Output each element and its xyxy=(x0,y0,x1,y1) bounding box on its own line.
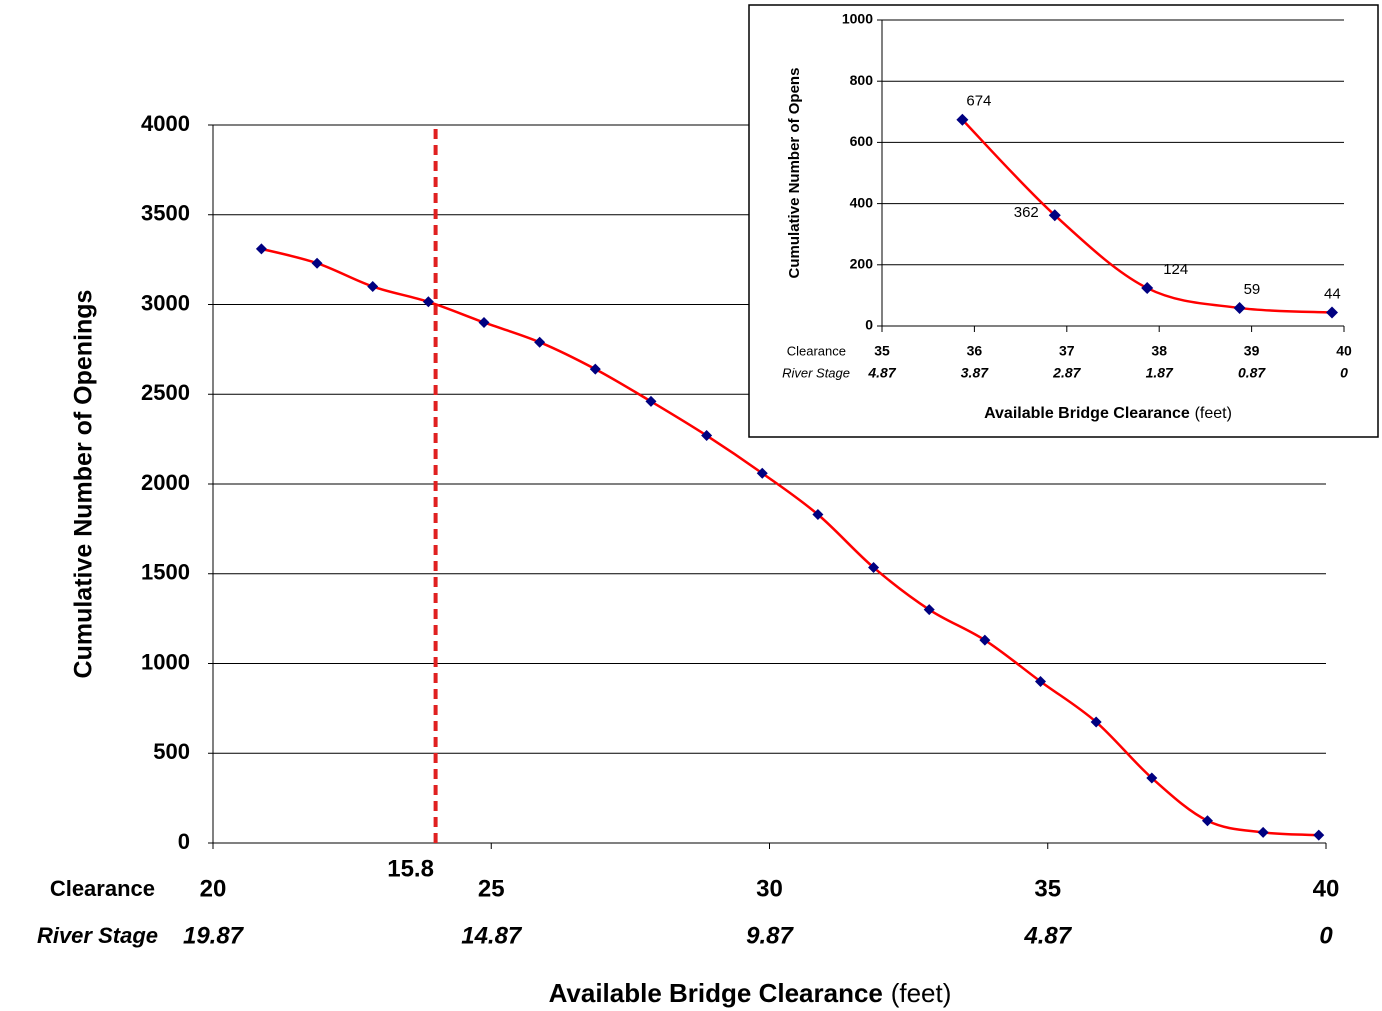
x-tick-label: 38 xyxy=(1151,343,1167,359)
marker xyxy=(1035,675,1047,687)
river-stage-label: 1.87 xyxy=(1146,365,1174,381)
y-tick-label: 500 xyxy=(153,739,190,764)
marker xyxy=(478,316,490,328)
x-tick-label: 35 xyxy=(874,343,890,359)
x-axis-title-main: Available Bridge Clearance xyxy=(984,405,1190,422)
marker xyxy=(1090,716,1102,728)
marker xyxy=(1257,826,1269,838)
y-tick-label: 1500 xyxy=(141,560,190,585)
marker xyxy=(1141,282,1154,295)
river-stage-label: 19.87 xyxy=(183,922,245,949)
marker xyxy=(534,336,546,348)
x-tick-label: 30 xyxy=(756,875,783,902)
reference-label: 15.8 xyxy=(387,855,434,882)
x-tick-label: 40 xyxy=(1336,343,1352,359)
marker xyxy=(311,257,323,269)
marker xyxy=(1313,829,1325,841)
y-tick-label: 1000 xyxy=(141,649,190,674)
y-axis-title: Cumulative Number of Opens xyxy=(786,68,803,279)
river-stage-label: 14.87 xyxy=(461,922,523,949)
x-tick-label: 25 xyxy=(478,875,505,902)
river-stage-label: 4.87 xyxy=(867,365,896,381)
x-tick-label: 39 xyxy=(1244,343,1260,359)
y-tick-label: 0 xyxy=(178,829,190,854)
inset-frame xyxy=(748,4,1379,438)
marker xyxy=(1048,209,1061,222)
y-tick-label: 3000 xyxy=(141,290,190,315)
marker xyxy=(868,561,880,573)
marker xyxy=(645,395,657,407)
data-label: 44 xyxy=(1324,286,1341,303)
x-axis-title-main: Available Bridge Clearance xyxy=(549,978,883,1008)
marker xyxy=(1325,306,1338,319)
marker xyxy=(956,113,969,126)
series-line xyxy=(261,247,1319,837)
marker xyxy=(1233,301,1246,314)
river-stage-label: 0.87 xyxy=(1238,365,1266,381)
y-tick-label: 600 xyxy=(850,133,874,149)
row-label: River Stage xyxy=(37,923,158,948)
x-axis-title: Available Bridge Clearance (feet) xyxy=(984,405,1232,422)
y-tick-label: 400 xyxy=(850,194,874,210)
y-axis-title: Cumulative Number of Openings xyxy=(70,290,98,679)
y-tick-label: 0 xyxy=(865,317,873,333)
marker xyxy=(367,281,379,293)
data-label: 124 xyxy=(1163,261,1188,278)
river-stage-label: 4.87 xyxy=(1023,922,1072,949)
x-tick-label: 35 xyxy=(1034,875,1061,902)
y-tick-label: 2500 xyxy=(141,380,190,405)
marker xyxy=(1146,772,1158,784)
marker xyxy=(255,243,267,255)
data-label: 362 xyxy=(1014,204,1039,221)
marker xyxy=(979,634,991,646)
river-stage-label: 3.87 xyxy=(961,365,989,381)
river-stage-label: 9.87 xyxy=(746,922,794,949)
river-stage-label: 0 xyxy=(1340,365,1348,381)
marker xyxy=(923,604,935,616)
river-stage-label: 2.87 xyxy=(1052,365,1081,381)
data-label: 59 xyxy=(1244,281,1261,298)
river-stage-label: 0 xyxy=(1319,922,1333,949)
y-tick-label: 3500 xyxy=(141,201,190,226)
y-tick-label: 200 xyxy=(850,256,874,272)
row-label: Clearance xyxy=(787,343,846,358)
x-tick-label: 36 xyxy=(967,343,983,359)
x-axis-title: Available Bridge Clearance (feet) xyxy=(549,978,952,1008)
x-axis-title-unit: (feet) xyxy=(1195,405,1232,422)
row-label: River Stage xyxy=(782,365,850,380)
chart-1: 02004006008001000354.87363.87372.87381.8… xyxy=(748,4,1379,438)
marker xyxy=(589,363,601,375)
marker xyxy=(756,467,768,479)
marker xyxy=(812,509,824,521)
y-tick-label: 1000 xyxy=(842,11,873,27)
y-tick-label: 4000 xyxy=(141,111,190,136)
data-label: 674 xyxy=(966,93,991,110)
x-tick-label: 37 xyxy=(1059,343,1075,359)
marker xyxy=(422,296,434,308)
row-label: Clearance xyxy=(50,876,155,901)
marker xyxy=(1201,815,1213,827)
x-tick-label: 40 xyxy=(1313,875,1340,902)
x-tick-label: 20 xyxy=(200,875,227,902)
marker xyxy=(701,430,713,442)
y-tick-label: 2000 xyxy=(141,470,190,495)
y-tick-label: 800 xyxy=(850,72,874,88)
x-axis-title-unit: (feet) xyxy=(891,978,952,1008)
series-line xyxy=(961,118,1333,314)
